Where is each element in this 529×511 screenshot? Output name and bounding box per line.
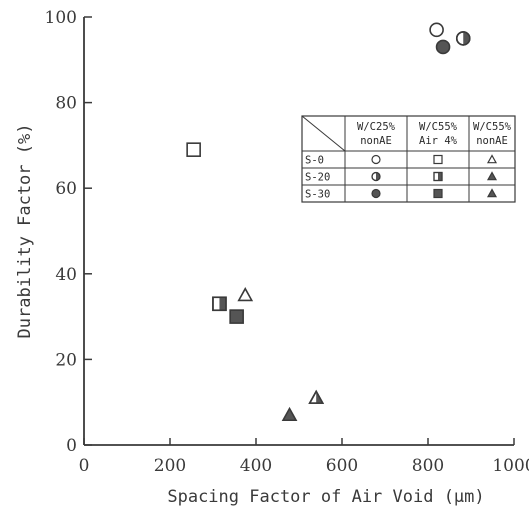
x-axis-title: Spacing Factor of Air Void (μm) [167, 487, 484, 507]
axes [83, 17, 514, 446]
x-tick-label: 200 [154, 456, 186, 476]
y-tick-label: 60 [55, 179, 77, 199]
legend-column-header: W/C55% [419, 121, 458, 133]
legend-column-header: nonAE [360, 135, 392, 147]
data-point [229, 309, 244, 324]
data-point [237, 287, 254, 302]
data-point [212, 296, 227, 312]
y-axis-title-group: Durability Factor (%) [15, 124, 35, 339]
data-point [429, 22, 444, 38]
legend-column-header: W/C55% [473, 121, 512, 133]
legend-marker [371, 154, 381, 165]
legend-border [301, 115, 516, 203]
data-point [435, 39, 451, 55]
x-tick-label: 800 [412, 456, 444, 476]
x-tick-label: 0 [79, 456, 90, 476]
legend-row-label: S-20 [305, 172, 330, 184]
x-tick-label: 400 [240, 456, 272, 476]
legend-column-header: nonAE [476, 135, 508, 147]
legend-row-label: S-0 [305, 155, 324, 167]
x-tick-label: 600 [326, 456, 358, 476]
legend-marker [433, 188, 443, 199]
legend-column-header: Air 4% [419, 135, 458, 147]
y-tick-label: 40 [55, 265, 77, 285]
data-point [186, 142, 201, 157]
legend-marker [433, 154, 443, 165]
y-tick-label: 20 [55, 350, 77, 370]
y-tick-label: 100 [45, 8, 77, 28]
legend-marker [371, 171, 381, 182]
legend-marker [433, 171, 443, 182]
legend-row-label: S-30 [305, 189, 330, 201]
legend-table: W/C25% nonAE W/C55% Air 4% W/C55% nonAE S-0 S-2… [301, 115, 516, 203]
legend-marker [486, 171, 498, 181]
legend-column-header: W/C25% [357, 121, 396, 133]
legend-marker [371, 188, 381, 199]
legend-marker [486, 154, 498, 164]
data-point [308, 389, 325, 404]
y-tick-label: 0 [66, 436, 77, 456]
data-points [186, 22, 471, 422]
y-axis-title: Durability Factor (%) [15, 124, 35, 339]
legend-marker [486, 188, 498, 198]
data-point [455, 31, 471, 46]
legend-corner-diagonal [301, 115, 346, 152]
data-point [281, 406, 298, 422]
y-tick-label: 80 [55, 94, 77, 114]
